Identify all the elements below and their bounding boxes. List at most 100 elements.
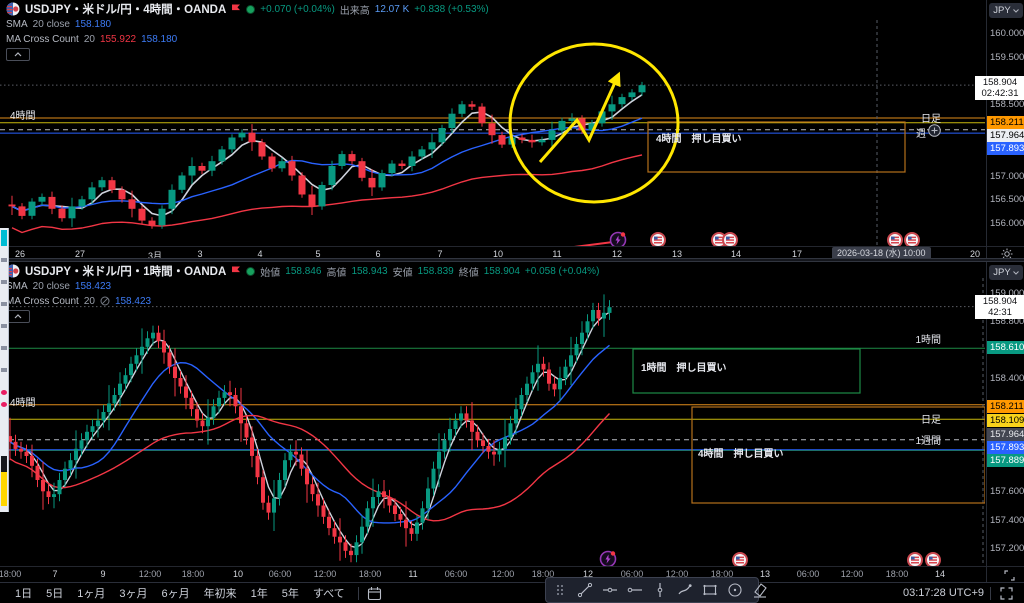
chevron-up-icon <box>14 314 22 319</box>
candle-body <box>548 130 556 140</box>
brush-tool-icon[interactable] <box>676 581 694 600</box>
range-button-年初来[interactable]: 年初来 <box>197 583 244 603</box>
candle-body <box>343 542 348 551</box>
symbol-title[interactable]: USDJPY・米ドル/円・4時間・OANDA <box>25 4 227 16</box>
candle-body <box>19 448 23 452</box>
candle-body <box>18 206 26 216</box>
panel-resize-divider[interactable] <box>0 258 1024 262</box>
candle-body <box>107 403 111 412</box>
candle-body <box>68 206 76 219</box>
candle-body <box>321 505 326 517</box>
ellipse-tool-icon[interactable] <box>726 581 744 600</box>
left-drawing-toolbar-edge[interactable] <box>0 228 9 512</box>
indicator-value-blue: 158.180 <box>141 33 178 45</box>
range-button-6ヶ月[interactable]: 6ヶ月 <box>155 583 197 603</box>
indicator-name[interactable]: MA Cross Count <box>6 295 79 307</box>
chart-canvas-4h[interactable] <box>0 0 985 246</box>
indicator-value-blue: 158.423 <box>114 295 152 307</box>
candle-body <box>167 352 172 367</box>
candle-body <box>327 516 331 529</box>
economic-event-flag-icon <box>732 552 748 566</box>
symbol-title[interactable]: USDJPY・米ドル/円・1時間・OANDA <box>25 266 227 278</box>
candle-body <box>498 135 506 145</box>
chart-settings-gear-icon[interactable] <box>1001 248 1013 260</box>
candle-body <box>525 383 529 395</box>
price-axis-4h[interactable]: JPY 160.000159.500159.000158.500157.5001… <box>975 0 1024 258</box>
vertical-line-tool-icon[interactable] <box>651 581 669 600</box>
range-button-1ヶ月[interactable]: 1ヶ月 <box>70 583 112 603</box>
candle-body <box>156 332 161 342</box>
candle-body <box>250 437 254 456</box>
chart-canvas-1h[interactable] <box>0 262 985 566</box>
price-label-chip: 157.893 <box>987 142 1024 155</box>
candle-body <box>244 423 249 438</box>
candle-body <box>530 372 535 384</box>
legend-collapse-button[interactable] <box>6 48 30 61</box>
indicator-params: 20 close <box>32 280 70 292</box>
time-axis-1h[interactable]: 18:00 7 9 12:00 18:00 10 06:00 12:00 18:00 11 06:0… <box>0 566 1024 583</box>
indicator-name[interactable]: SMA <box>6 18 28 30</box>
candles <box>8 294 612 563</box>
candles <box>8 81 646 229</box>
chart-panel-1h: 1時間 押し目買い 4時間 押し目買い 1時間 日足 1週間 4時間 USDJPY・米ドル… <box>0 262 1024 583</box>
price-label-chip: 158.610 <box>987 341 1024 354</box>
range-button-すべて[interactable]: すべて <box>306 583 352 603</box>
highlight-circle <box>508 42 680 204</box>
range-button-5日[interactable]: 5日 <box>39 583 70 603</box>
indicator-name[interactable]: SMA <box>6 280 28 292</box>
candle-body <box>57 480 62 495</box>
candle-body <box>118 383 122 395</box>
time-label: 06:00 <box>620 569 644 579</box>
price-label-chip: 157.889 <box>987 454 1024 467</box>
flag-canton <box>726 236 730 240</box>
candle-body <box>418 149 426 157</box>
horizontal-ray-tool-icon[interactable] <box>626 581 644 600</box>
add-alert-plus-button[interactable] <box>928 124 941 137</box>
range-button-3ヶ月[interactable]: 3ヶ月 <box>112 583 154 603</box>
rectangle-tool-icon[interactable] <box>701 581 719 600</box>
candle-body <box>255 455 260 478</box>
trend-line-tool-icon[interactable] <box>576 581 594 600</box>
legend-collapse-button[interactable] <box>6 310 30 323</box>
candle-body <box>585 321 590 333</box>
candle-body <box>13 441 18 449</box>
price-label-chip: 158.211 <box>987 400 1024 413</box>
currency-selector[interactable]: JPY <box>989 3 1023 18</box>
candle-body <box>338 536 342 543</box>
candle-body <box>332 528 337 537</box>
flag-stripe <box>891 242 899 244</box>
time-axis-4h[interactable]: 26 27 3月 3 4 5 6 7 10 11 12 13 14 17 20 2026-03-18 (水) … <box>0 246 1024 261</box>
go-to-date-button[interactable] <box>365 584 384 603</box>
range-button-5年[interactable]: 5年 <box>275 583 306 603</box>
maximize-panel-icon[interactable] <box>1004 570 1015 581</box>
price-axis-1h[interactable]: JPY 159.000158.800158.600158.400157.6001… <box>975 262 1024 582</box>
flag-canton <box>736 556 740 560</box>
current-price: 158.904 <box>982 296 1018 307</box>
candle-body <box>123 375 128 384</box>
candle-body <box>528 139 536 143</box>
range-button-1日[interactable]: 1日 <box>8 583 39 603</box>
eraser-tool-icon[interactable] <box>751 581 769 600</box>
candle-body <box>486 446 491 452</box>
flag-stripe <box>929 562 937 564</box>
fullscreen-button[interactable] <box>997 584 1016 603</box>
horizontal-line-tool-icon[interactable] <box>601 581 619 600</box>
timezone-clock[interactable]: 03:17:28 UTC+9 <box>902 587 984 599</box>
indicator-hidden-icon[interactable] <box>100 296 110 306</box>
indicator-name[interactable]: MA Cross Count <box>6 33 79 45</box>
flag-stripe <box>726 239 734 241</box>
alert-dot <box>620 232 626 237</box>
ma-line <box>11 94 643 217</box>
flag-stripe <box>715 236 723 239</box>
candle-body <box>299 454 304 469</box>
candle-body <box>360 526 364 543</box>
drag-handle-icon[interactable] <box>551 581 569 600</box>
candle-body <box>503 437 507 449</box>
candle-body <box>118 189 126 200</box>
range-button-1年[interactable]: 1年 <box>244 583 275 603</box>
currency-selector[interactable]: JPY <box>989 265 1023 280</box>
time-label: 12:00 <box>313 569 337 579</box>
ma-line <box>11 154 643 234</box>
candle-body <box>298 175 306 195</box>
time-label: 13 <box>759 569 771 579</box>
